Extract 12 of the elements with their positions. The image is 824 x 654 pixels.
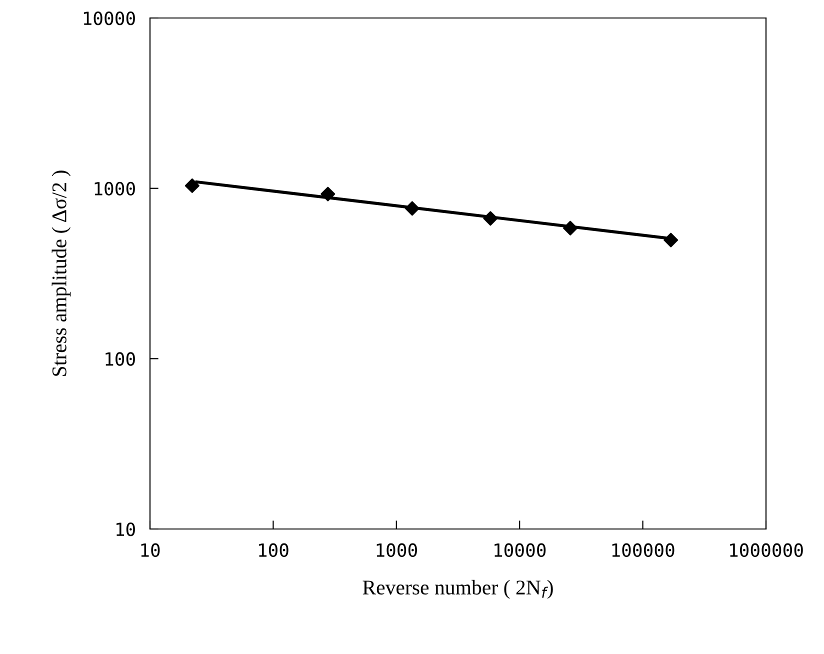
y-tick-label: 1000 — [94, 182, 135, 196]
x-tick-label: 100 — [259, 543, 288, 557]
x-axis-title: Reverse number ( 2N$_{f}$) — [362, 580, 553, 599]
x-tick-label: 100000 — [612, 543, 674, 557]
y-axis-title: Stress amplitude ( Δσ/2 ) — [52, 170, 71, 376]
x-tick-label: 10 — [141, 543, 160, 557]
x-tick-label: 1000000 — [730, 543, 803, 557]
y-tick-label: 10000 — [84, 12, 135, 26]
y-tick-label: 10 — [116, 522, 135, 536]
x-tick-label: 1000 — [376, 543, 417, 557]
y-tick-label: 100 — [106, 352, 135, 366]
x-tick-label: 10000 — [494, 543, 546, 557]
